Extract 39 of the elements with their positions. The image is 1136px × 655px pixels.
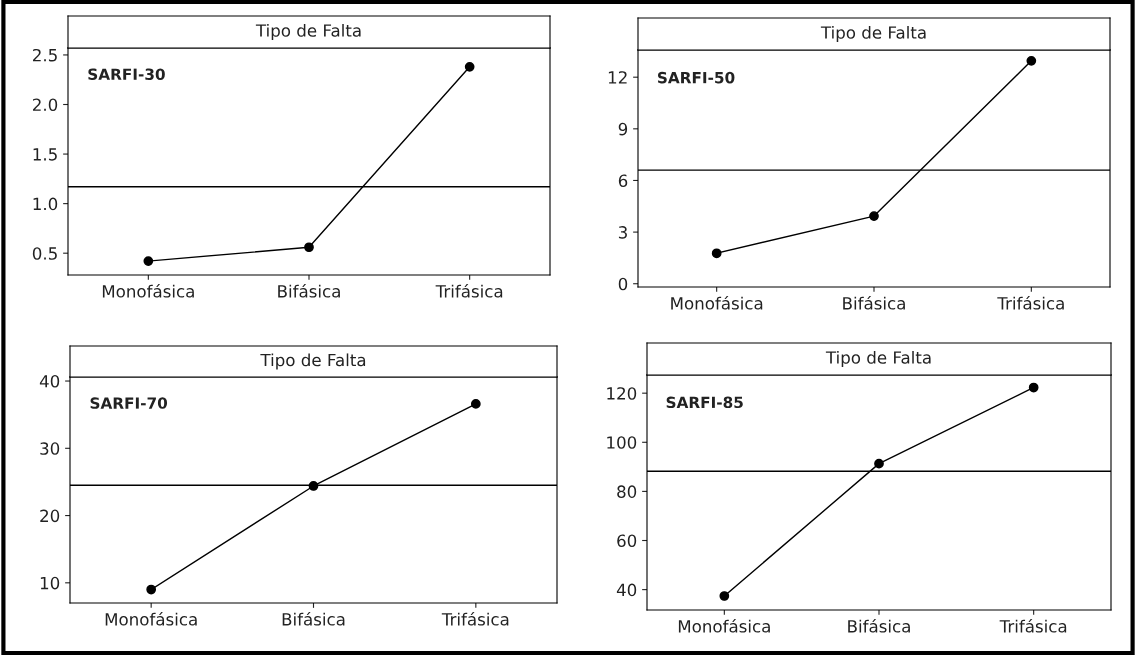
chart-title: Tipo de Falta	[255, 23, 361, 41]
y-tick-label: 6	[618, 174, 628, 188]
x-tick-label: Monofásica	[671, 296, 763, 310]
annotation: SARFI-85	[666, 396, 743, 409]
x-tick-label: Monofásica	[105, 612, 197, 626]
y-tick-label: 40	[39, 375, 60, 388]
y-tick-label: 40	[616, 583, 637, 597]
y-tick-label: 2.5	[32, 48, 57, 62]
x-tick-label: Trifásica	[435, 284, 503, 298]
x-tick-label: Bifásica	[848, 619, 910, 633]
x-tick-label: Trifásica	[999, 619, 1067, 633]
y-tick-label: 120	[607, 387, 637, 400]
annotation: SARFI-50	[657, 71, 735, 84]
y-tick-label: 100	[607, 436, 637, 449]
x-tick-label: Monofásica	[102, 284, 194, 298]
y-tick-label: 30	[40, 442, 60, 455]
y-tick-label: 9	[618, 122, 628, 136]
x-tick-label: Monofásica	[678, 619, 770, 633]
annotation: SARFI-30	[88, 68, 165, 80]
x-tick-label: Trifásica	[441, 612, 509, 626]
x-tick-label: Bifásica	[282, 612, 345, 626]
y-tick-label: 3	[618, 226, 627, 239]
x-tick-label: Bifásica	[278, 284, 340, 298]
chart-title: Tipo de Falta	[825, 350, 931, 368]
annotation: SARFI-70	[90, 397, 168, 409]
chart-title: Tipo de Falta	[820, 25, 926, 43]
y-tick-label: 60	[617, 534, 637, 548]
y-tick-label: 10	[40, 576, 60, 590]
chart-title: Tipo de Falta	[260, 353, 366, 370]
y-tick-label: 80	[617, 485, 637, 498]
x-tick-label: Bifásica	[843, 296, 905, 310]
x-tick-label: Trifásica	[997, 296, 1064, 310]
y-tick-label: 20	[40, 509, 60, 523]
y-tick-label: 1.0	[33, 197, 58, 211]
y-tick-label: 12	[608, 71, 627, 84]
y-tick-label: 0.5	[32, 247, 57, 260]
y-tick-label: 1.5	[33, 148, 57, 161]
y-tick-label: 2.0	[32, 98, 58, 112]
y-tick-label: 0	[618, 277, 628, 291]
